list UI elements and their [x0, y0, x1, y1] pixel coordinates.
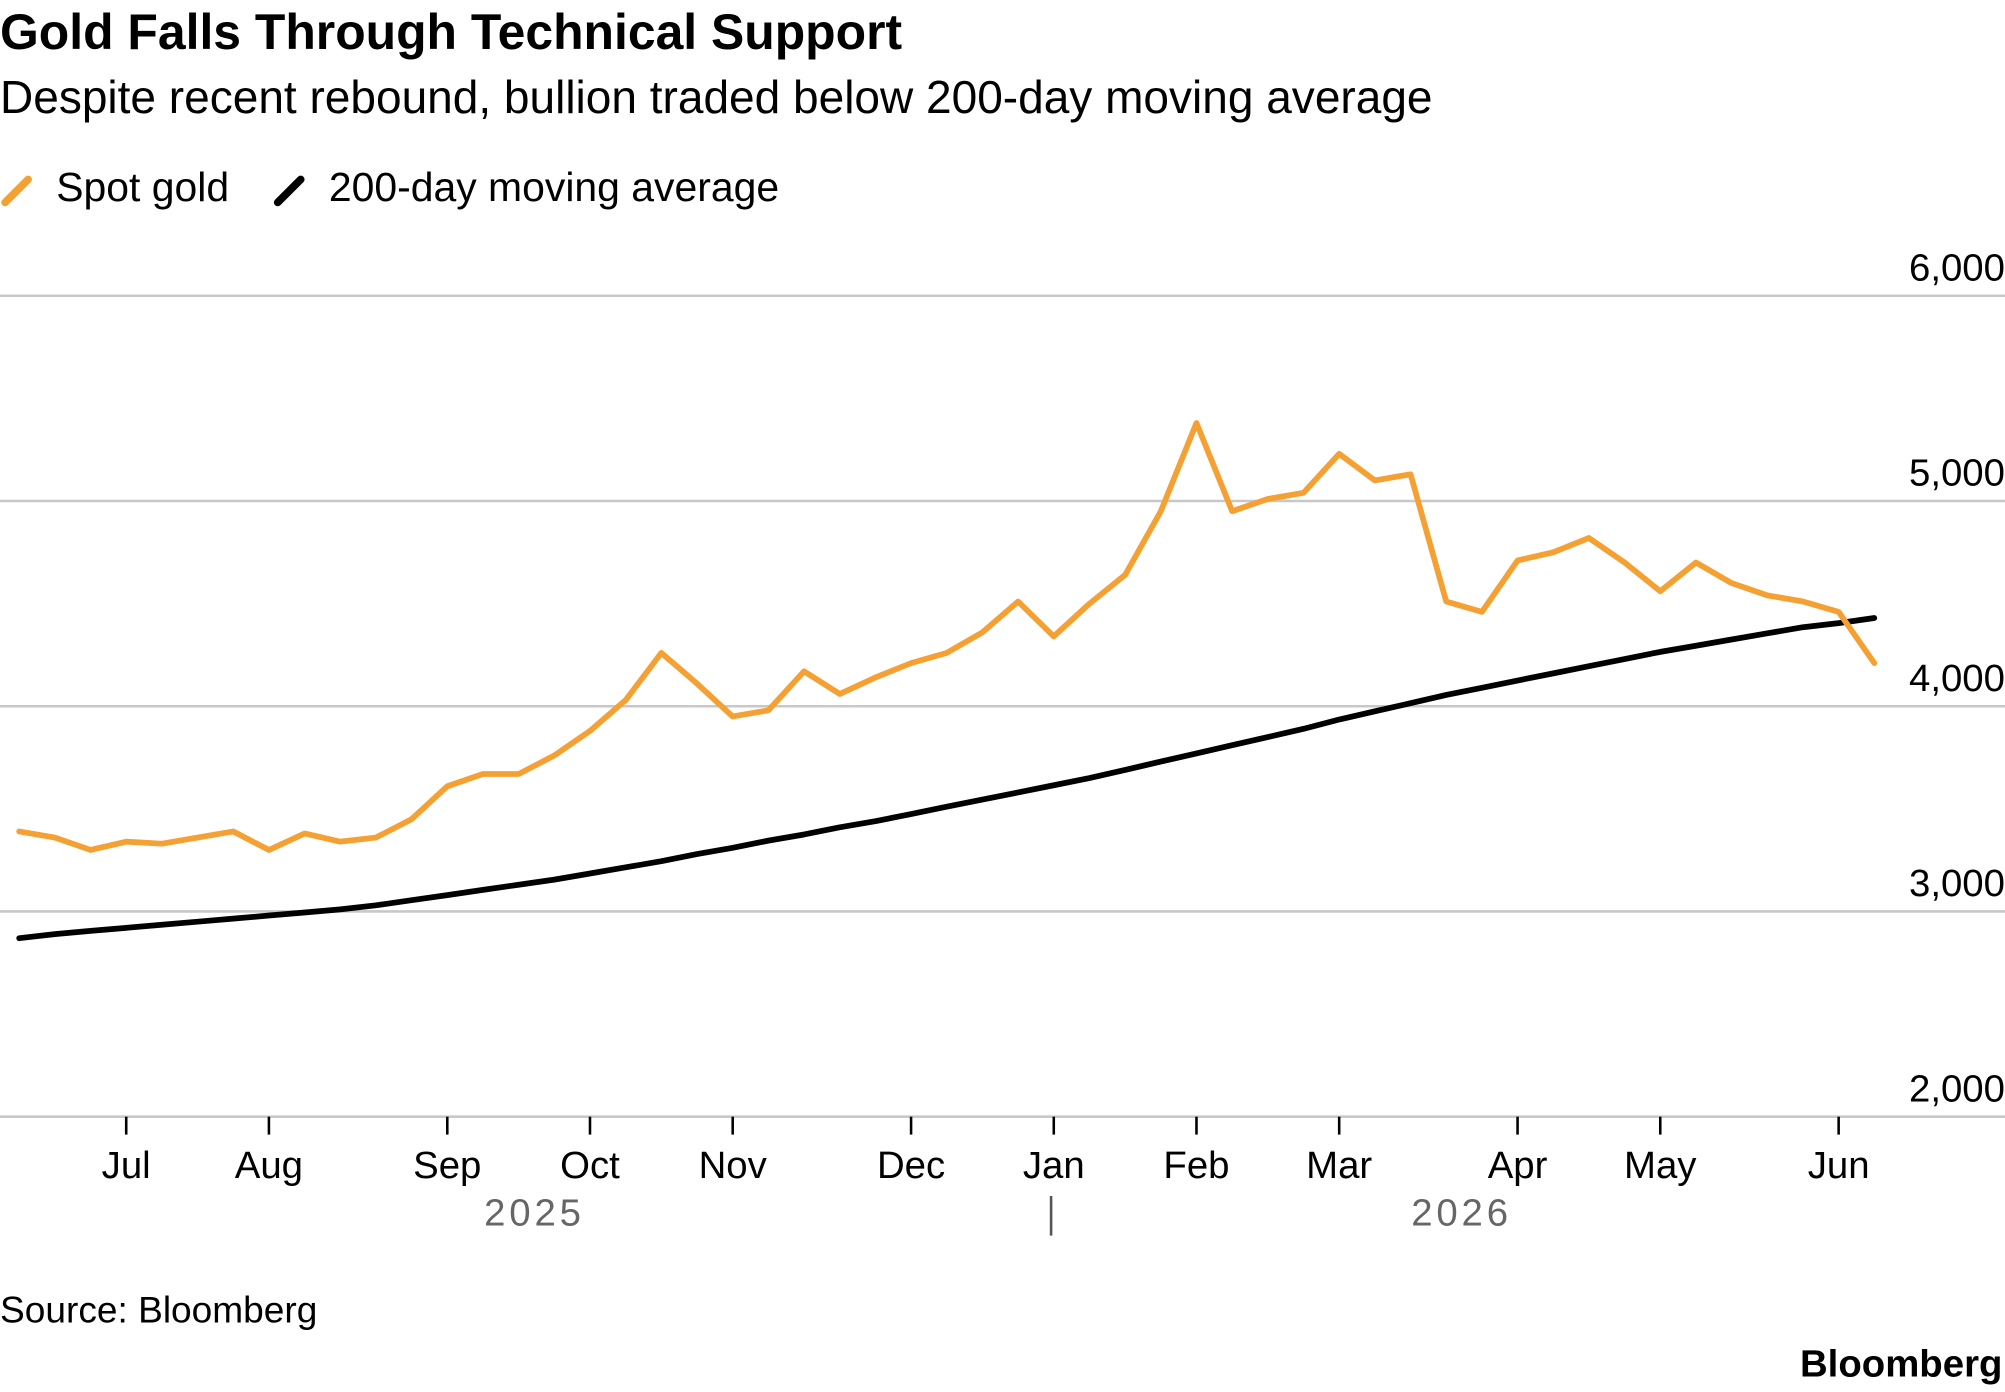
- legend-label: Spot gold: [56, 164, 229, 210]
- y-tick-label: 2,000: [1909, 1067, 2005, 1110]
- series-line: [16, 420, 1878, 853]
- legend-label: 200-day moving average: [329, 164, 779, 210]
- x-tick-label: Jun: [1808, 1144, 1870, 1187]
- x-tick-label: Oct: [560, 1144, 620, 1187]
- x-tick-label: Apr: [1488, 1144, 1548, 1187]
- x-tick-label: May: [1624, 1144, 1697, 1187]
- x-tick-label: Sep: [413, 1144, 481, 1187]
- y-tick-label: 4,000: [1909, 657, 2005, 700]
- y-tick-label: 3,000: [1909, 862, 2005, 905]
- chart-subtitle: Despite recent rebound, bullion traded b…: [0, 71, 1433, 123]
- year-label: 2026: [1411, 1191, 1512, 1234]
- x-tick-label: Dec: [877, 1144, 945, 1187]
- legend-swatch: [273, 175, 305, 207]
- x-tick-label: Jul: [102, 1144, 151, 1187]
- x-tick-label: Feb: [1163, 1144, 1229, 1187]
- x-tick-label: Nov: [699, 1144, 768, 1187]
- legend-swatch: [1, 175, 32, 207]
- source: Source: Bloomberg: [0, 1289, 317, 1331]
- y-tick-label: 5,000: [1909, 452, 2005, 495]
- chart-title: Gold Falls Through Technical Support: [0, 4, 902, 60]
- year-label: 2025: [484, 1191, 585, 1234]
- y-tick-label: 6,000: [1909, 246, 2005, 289]
- x-tick-label: Jan: [1023, 1144, 1085, 1187]
- x-tick-label: Mar: [1306, 1144, 1372, 1187]
- brand: Bloomberg: [1800, 1342, 2002, 1385]
- legend: Spot gold 200-day moving average: [1, 164, 779, 210]
- x-tick-label: Aug: [235, 1144, 303, 1187]
- series-line: [16, 615, 1878, 942]
